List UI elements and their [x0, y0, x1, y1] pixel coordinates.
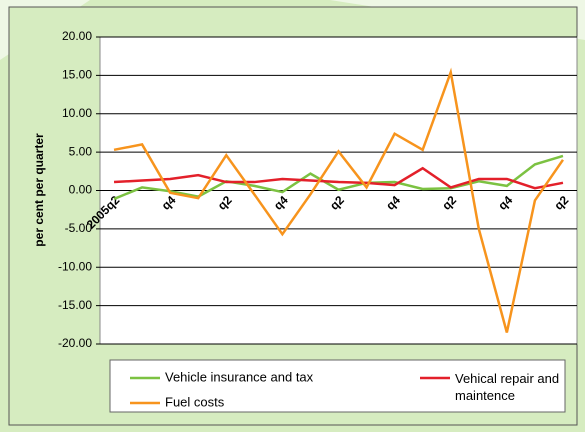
y-tick-label: -5.00	[65, 221, 93, 235]
legend-label: Vehicle insurance and tax	[165, 369, 314, 384]
y-tick-label: 5.00	[69, 144, 93, 158]
y-tick-label: 20.00	[62, 29, 92, 43]
series-line	[113, 154, 564, 201]
y-tick-label: -10.00	[58, 259, 92, 273]
series-line	[113, 67, 564, 333]
y-tick-label: 0.00	[69, 183, 93, 197]
y-axis-label: per cent per quarter	[32, 133, 46, 247]
y-tick-label: 10.00	[62, 106, 92, 120]
legend	[109, 359, 566, 413]
legend-label: Vehical repair and maintence	[455, 371, 560, 403]
series-line	[113, 166, 564, 190]
y-tick-label: 15.00	[62, 68, 92, 82]
y-tick-label: -20.00	[58, 336, 92, 350]
y-tick-label: -15.00	[58, 298, 92, 312]
legend-label: Fuel costs	[165, 394, 225, 409]
